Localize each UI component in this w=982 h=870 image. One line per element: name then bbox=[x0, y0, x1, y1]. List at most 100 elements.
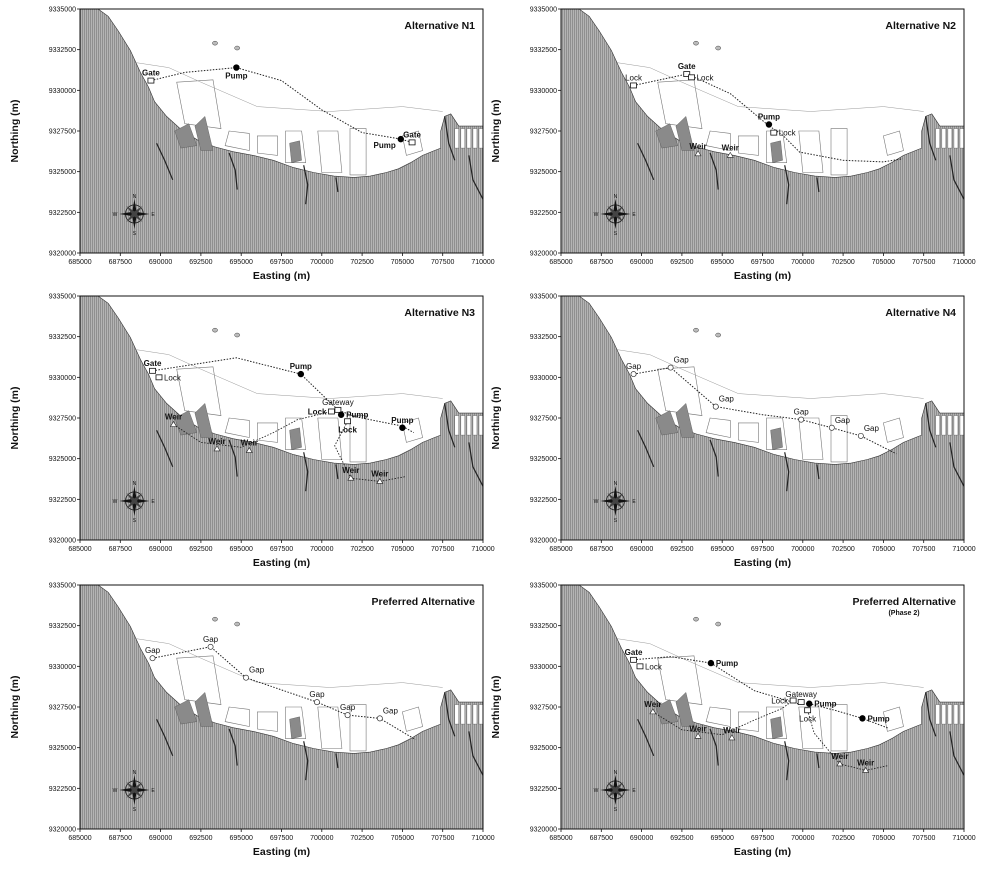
lock-marker bbox=[630, 82, 637, 89]
y-tick-label: 9325000 bbox=[530, 745, 557, 752]
weir-marker bbox=[213, 445, 221, 452]
reclamation-outline bbox=[617, 349, 924, 399]
x-tick-label: 705000 bbox=[872, 835, 895, 842]
x-axis-label: Easting (m) bbox=[253, 270, 310, 282]
islet bbox=[693, 616, 699, 622]
x-tick-label: 695000 bbox=[711, 259, 734, 266]
land-area bbox=[561, 296, 964, 540]
compass-label-e: E bbox=[151, 212, 155, 218]
river-line bbox=[335, 753, 339, 769]
x-tick-label: 687500 bbox=[590, 835, 613, 842]
lock-marker bbox=[344, 418, 351, 425]
land-area bbox=[80, 296, 483, 540]
map-panel: Gap Gap Gap Gap Gap Gap N S W E Alternative N4 6850… bbox=[490, 294, 976, 570]
x-tick-label: 705000 bbox=[391, 259, 414, 266]
feature-label: Pump bbox=[346, 411, 368, 420]
islet bbox=[693, 327, 699, 333]
pump-marker bbox=[859, 715, 866, 722]
compass-label-w: W bbox=[113, 788, 118, 794]
y-tick-label: 9325000 bbox=[530, 169, 557, 176]
panel-title: Alternative N2 bbox=[885, 20, 956, 32]
y-tick-label: 9325000 bbox=[49, 745, 76, 752]
x-tick-label: 702500 bbox=[350, 259, 373, 266]
land-patch bbox=[174, 410, 198, 436]
x-tick-label: 692500 bbox=[189, 259, 212, 266]
land-patch bbox=[655, 410, 679, 436]
x-tick-label: 700000 bbox=[310, 835, 333, 842]
pump-marker bbox=[337, 411, 345, 418]
harbor-pier bbox=[460, 415, 466, 436]
polder-outline bbox=[176, 655, 222, 705]
gap-marker bbox=[149, 655, 156, 662]
y-tick-label: 9322500 bbox=[49, 786, 76, 793]
harbor-pier bbox=[947, 704, 953, 725]
compass-label-s: S bbox=[133, 231, 137, 237]
land-patch bbox=[770, 140, 783, 163]
feature-label: Weir bbox=[165, 413, 182, 422]
weir-marker bbox=[694, 732, 702, 739]
weir-marker bbox=[347, 474, 355, 481]
y-axis-label: Northing (m) bbox=[490, 100, 502, 163]
lock-marker bbox=[688, 74, 695, 81]
compass-label-n: N bbox=[614, 481, 618, 487]
land-patch bbox=[289, 427, 302, 450]
y-tick-label: 9320000 bbox=[530, 251, 557, 258]
pump-marker bbox=[397, 135, 404, 143]
harbor-pier bbox=[472, 415, 478, 436]
harbor-pier bbox=[466, 128, 472, 149]
islet bbox=[715, 621, 722, 627]
dike-alignment bbox=[633, 367, 897, 455]
weir-marker bbox=[376, 477, 384, 484]
land-area bbox=[561, 9, 964, 253]
x-tick-label: 700000 bbox=[791, 259, 814, 266]
river-line bbox=[303, 741, 309, 781]
feature-label: Gate bbox=[144, 359, 162, 368]
feature-label: Lock bbox=[771, 696, 789, 705]
panel-title: Alternative N1 bbox=[404, 20, 475, 32]
pump-marker bbox=[399, 424, 406, 431]
gap-marker bbox=[207, 643, 214, 650]
x-tick-label: 705000 bbox=[391, 546, 414, 553]
compass-rose: N S W E bbox=[594, 481, 637, 524]
y-tick-label: 9327500 bbox=[530, 416, 557, 423]
x-tick-label: 710000 bbox=[471, 259, 494, 266]
polder-outline bbox=[224, 130, 250, 151]
x-tick-label: 697500 bbox=[270, 546, 293, 553]
y-axis-label: Northing (m) bbox=[490, 387, 502, 450]
gap-marker bbox=[376, 715, 383, 722]
y-tick-label: 9327500 bbox=[530, 129, 557, 136]
land-area bbox=[561, 585, 964, 829]
harbor-pier bbox=[454, 704, 460, 725]
x-tick-label: 707500 bbox=[912, 546, 935, 553]
x-tick-label: 697500 bbox=[751, 835, 774, 842]
compass-label-e: E bbox=[632, 212, 636, 218]
harbor-pier bbox=[478, 128, 483, 149]
feature-label: Weir bbox=[722, 143, 739, 152]
x-tick-label: 710000 bbox=[471, 546, 494, 553]
feature-label: Lock bbox=[779, 129, 797, 138]
x-tick-label: 700000 bbox=[791, 546, 814, 553]
islet bbox=[212, 616, 218, 622]
harbor-pier bbox=[460, 128, 466, 149]
lock-marker bbox=[683, 71, 691, 77]
y-tick-label: 9330000 bbox=[530, 375, 557, 382]
polder-outline bbox=[766, 417, 788, 451]
feature-label: Lock bbox=[697, 73, 715, 82]
reclamation-outline bbox=[136, 62, 443, 112]
feature-label: Weir bbox=[644, 700, 661, 709]
river-line bbox=[784, 741, 790, 781]
lock-marker bbox=[804, 707, 812, 714]
feature-label: Weir bbox=[723, 726, 740, 735]
feature-label: Gateway bbox=[785, 690, 817, 699]
x-tick-label: 685000 bbox=[68, 546, 91, 553]
secondary-dike-line bbox=[173, 411, 332, 448]
river-line bbox=[709, 728, 719, 766]
polder-outline bbox=[737, 422, 759, 443]
y-tick-label: 9330000 bbox=[49, 664, 76, 671]
islet bbox=[234, 621, 241, 627]
x-axis-label: Easting (m) bbox=[253, 557, 310, 569]
compass-label-w: W bbox=[594, 499, 599, 505]
polder-outline bbox=[705, 706, 731, 727]
